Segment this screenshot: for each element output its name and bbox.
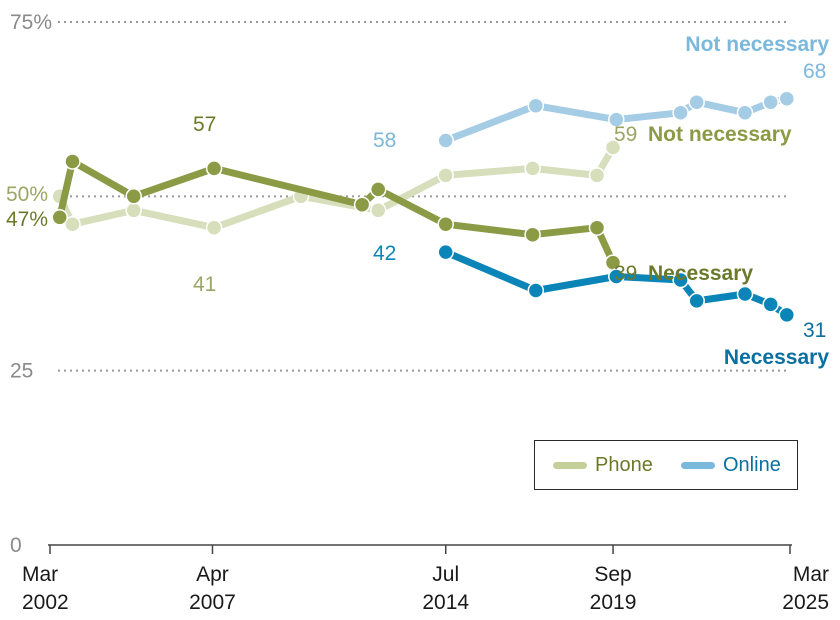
- label-phone-last-not-necessary-text: Not necessary: [648, 123, 792, 146]
- point-online-not-necessary-4: [688, 93, 705, 111]
- label-online-first-necessary: 42: [373, 242, 396, 265]
- label-online-last-not-necessary-text: Not necessary: [685, 33, 829, 56]
- x-tick-year-1: 2007: [189, 591, 236, 614]
- point-phone-necessary-2: [125, 188, 142, 205]
- gridlines: 75% 25 0: [10, 11, 790, 557]
- point-online-necessary-0: [437, 243, 454, 261]
- point-online-not-necessary-2: [608, 111, 625, 128]
- point-online-not-necessary-3: [672, 104, 689, 121]
- label-phone-2007-not-necessary: 41: [193, 273, 216, 296]
- point-online-not-necessary-5: [736, 104, 754, 121]
- point-phone-not-necessary-3: [205, 219, 223, 236]
- legend-label-phone: Phone: [595, 454, 653, 476]
- point-phone-not-necessary-5: [369, 202, 387, 219]
- point-phone-not-necessary-7: [524, 160, 541, 177]
- x-tick-year-2: 2014: [422, 591, 469, 614]
- legend-swatch-online: [681, 462, 715, 469]
- point-phone-necessary-6: [437, 215, 454, 233]
- point-phone-necessary-8: [588, 219, 606, 236]
- y-tick-label-0: 0: [10, 534, 22, 557]
- point-online-not-necessary-0: [437, 132, 454, 149]
- label-online-last-necessary-value: 31: [803, 319, 826, 342]
- series-phone-necessary: [51, 153, 622, 271]
- series-online-necessary: [437, 243, 796, 324]
- x-tick-month-4: Mar: [793, 563, 829, 586]
- point-online-necessary-7: [778, 306, 796, 324]
- x-axis: Mar 2002 Apr 2007 Jul 2014 Sep 2019 Mar 2025: [22, 544, 829, 614]
- point-online-not-necessary-6: [762, 93, 779, 111]
- label-online-last-necessary-text: Necessary: [724, 346, 829, 369]
- point-phone-not-necessary-1: [64, 215, 81, 233]
- label-phone-2007-necessary: 57: [193, 113, 216, 136]
- label-phone-last-necessary-text: Necessary: [648, 262, 753, 285]
- series-phone-not-necessary: [51, 139, 622, 236]
- point-online-necessary-2: [608, 268, 625, 285]
- label-phone-first-necessary: 47%: [6, 208, 48, 231]
- x-tick-year-4: 2025: [782, 591, 829, 614]
- point-phone-not-necessary-2: [125, 202, 142, 219]
- point-phone-necessary-4: [353, 196, 371, 213]
- line-phone-not-necessary: [56, 144, 617, 232]
- legend-item-phone: Phone: [553, 454, 653, 477]
- point-phone-necessary-0: [51, 209, 68, 226]
- y-tick-label-25: 25: [10, 360, 33, 383]
- point-phone-not-necessary-9: [604, 139, 622, 156]
- label-phone-last-not-necessary-value: 59: [614, 123, 637, 146]
- legend-label-online: Online: [723, 454, 781, 476]
- point-online-necessary-3: [672, 271, 689, 289]
- series-lines: [51, 90, 796, 324]
- label-online-first-not-necessary: 58: [373, 129, 396, 152]
- point-online-not-necessary-1: [527, 97, 545, 114]
- point-phone-not-necessary-6: [437, 167, 454, 184]
- point-online-not-necessary-7: [778, 90, 796, 107]
- point-phone-not-necessary-8: [588, 167, 606, 184]
- label-phone-last-necessary-value: 39: [614, 262, 637, 285]
- point-online-necessary-1: [527, 282, 545, 299]
- x-tick-year-3: 2019: [590, 591, 637, 614]
- label-phone-first-not-necessary: 50%: [6, 183, 48, 206]
- series-online-not-necessary: [437, 90, 796, 149]
- point-phone-necessary-3: [205, 160, 223, 177]
- x-tick-month-3: Sep: [594, 563, 631, 586]
- x-tick-month-1: Apr: [196, 563, 229, 586]
- x-tick-year-0: 2002: [22, 591, 69, 614]
- legend-item-online: Online: [681, 454, 781, 477]
- legend-swatch-phone: [553, 462, 587, 469]
- legend: Phone Online: [534, 440, 798, 490]
- point-phone-necessary-1: [64, 153, 81, 170]
- x-tick-month-0: Mar: [22, 563, 58, 586]
- point-online-necessary-5: [736, 285, 754, 303]
- point-phone-necessary-5: [369, 181, 387, 198]
- y-tick-label-75: 75%: [10, 11, 52, 34]
- point-online-necessary-6: [762, 296, 779, 313]
- line-phone-necessary: [56, 158, 617, 267]
- point-online-necessary-4: [688, 292, 705, 310]
- label-online-last-not-necessary-value: 68: [803, 60, 826, 83]
- x-tick-month-2: Jul: [432, 563, 459, 586]
- point-phone-necessary-7: [524, 226, 541, 243]
